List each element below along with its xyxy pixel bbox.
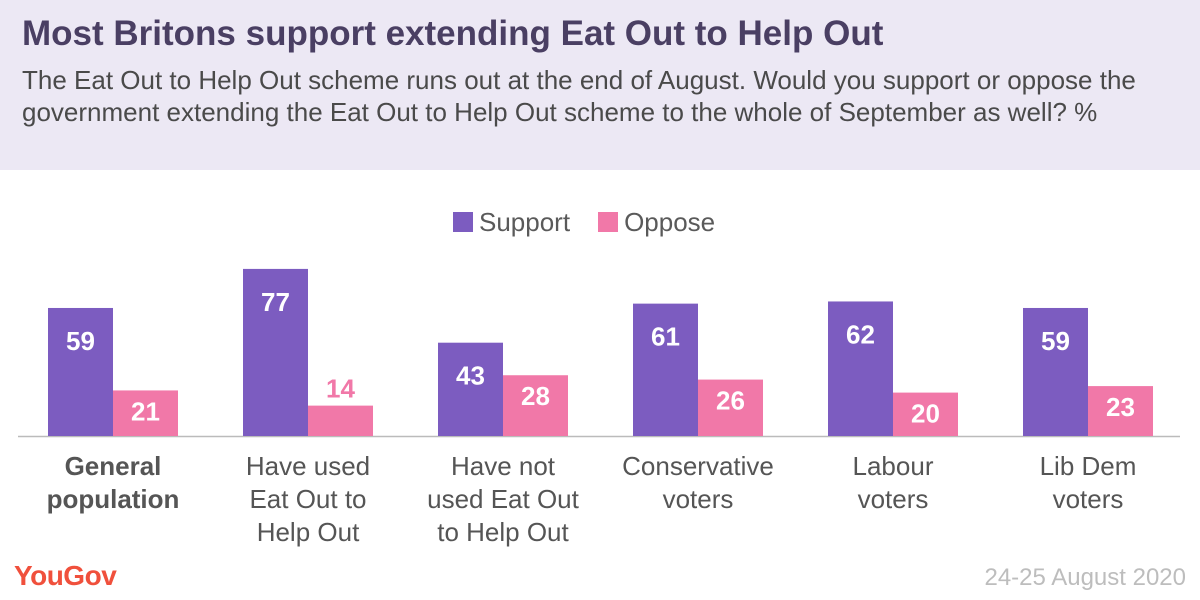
bar-oppose-3 — [698, 379, 763, 436]
bar-oppose-0 — [113, 390, 178, 436]
data-label-support-2: 43 — [456, 361, 485, 391]
bar-chart: 59 21 77 14 43 28 61 26 62 20 59 23 — [18, 268, 1180, 438]
data-label-support-4: 62 — [846, 319, 875, 349]
bar-support-1 — [243, 268, 308, 436]
bar-support-0 — [48, 307, 113, 436]
data-label-oppose-2: 28 — [521, 381, 550, 411]
chart-title: Most Britons support extending Eat Out t… — [22, 14, 884, 53]
category-label-1: Have used Eat Out to Help Out — [245, 451, 371, 547]
chart-subtitle: The Eat Out to Help Out scheme runs out … — [22, 65, 1136, 127]
category-label-2: Have not used Eat Out to Help Out — [427, 451, 579, 547]
data-label-support-0: 59 — [66, 326, 95, 356]
data-label-support-1: 77 — [261, 287, 290, 317]
legend-label-oppose: Oppose — [624, 206, 716, 237]
category-label-3: Conservative voters — [622, 451, 774, 514]
legend-item-oppose: Oppose — [598, 207, 715, 238]
bar-oppose-4 — [893, 392, 958, 436]
legend: Support Oppose — [453, 205, 743, 239]
category-label-0: General population — [46, 451, 180, 514]
data-label-oppose-4: 20 — [911, 399, 940, 429]
data-label-support-5: 59 — [1041, 326, 1070, 356]
legend-label-support: Support — [479, 206, 571, 237]
bar-oppose-2 — [503, 375, 568, 436]
data-label-support-3: 61 — [651, 322, 680, 352]
yougov-logo: YouGov — [14, 560, 117, 591]
data-label-oppose-5: 23 — [1106, 392, 1135, 422]
data-label-oppose-1: 14 — [326, 374, 355, 404]
legend-item-support: Support — [453, 207, 570, 238]
header-banner: Most Britons support extending Eat Out t… — [0, 0, 1200, 170]
legend-swatch-support — [453, 212, 473, 232]
survey-date: 24-25 August 2020 — [984, 564, 1186, 591]
data-label-oppose-0: 21 — [131, 396, 160, 426]
bar-oppose-1 — [308, 405, 373, 436]
bar-oppose-5 — [1088, 386, 1153, 436]
legend-swatch-oppose — [598, 212, 619, 232]
category-label-5: Lib Dem voters — [1039, 451, 1137, 514]
data-label-oppose-3: 26 — [716, 386, 745, 416]
bar-support-2 — [438, 342, 503, 436]
bar-support-3 — [633, 303, 698, 436]
bar-support-5 — [1023, 307, 1088, 436]
category-label-4: Labour voters — [852, 451, 934, 514]
bar-support-4 — [828, 301, 893, 436]
